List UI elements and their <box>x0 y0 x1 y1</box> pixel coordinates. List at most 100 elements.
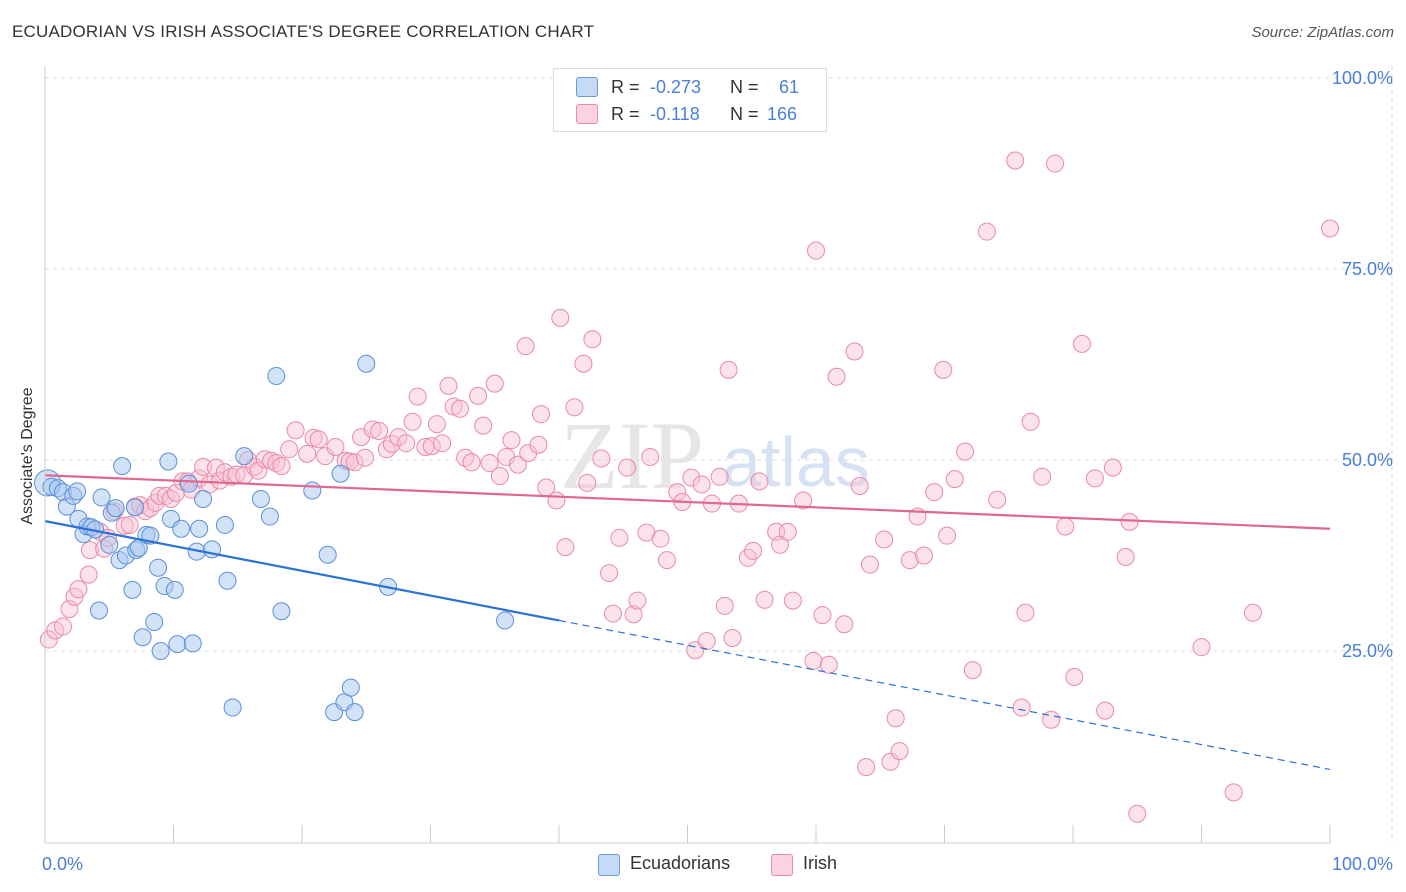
irish-point <box>161 489 180 508</box>
ecuadorian-point <box>190 519 209 538</box>
irish-point <box>1096 701 1115 720</box>
ecuadorian-point <box>341 678 360 697</box>
irish-point <box>422 437 441 456</box>
irish-point <box>755 590 774 609</box>
irish-point <box>934 360 953 379</box>
irish-point <box>977 222 996 241</box>
ecuadorian-point <box>133 628 152 647</box>
ecuadorian-point <box>100 535 119 554</box>
ecuadorian-point <box>215 515 234 534</box>
ecuadorian-point <box>123 580 142 599</box>
irish-point <box>363 420 382 439</box>
ecuadorian-point <box>183 634 202 653</box>
irish-point <box>156 486 175 505</box>
irish-point <box>194 457 213 476</box>
irish-point <box>298 444 317 463</box>
irish-point <box>592 449 611 468</box>
irish-point <box>610 528 629 547</box>
irish-point <box>900 551 919 570</box>
irish-point <box>783 591 802 610</box>
stats-row-ecuadorians: R = -0.273 N = 61 <box>554 74 826 100</box>
ecuadorian-trend-extension <box>558 619 1331 771</box>
ecuadorian-point <box>272 602 291 621</box>
irish-point <box>988 490 1007 509</box>
legend-label-irish: Irish <box>803 853 838 873</box>
ecuadorian-point <box>149 558 168 577</box>
irish-point <box>53 617 72 636</box>
stat-n-label: N = <box>730 76 759 97</box>
trend-lines <box>44 474 1331 771</box>
irish-point <box>1065 667 1084 686</box>
irish-point <box>945 470 964 489</box>
irish-point <box>651 529 670 548</box>
stats-box: R = -0.273 N = 61 R = -0.118 N = 166 <box>553 68 827 132</box>
irish-point <box>938 526 957 545</box>
irish-point <box>556 538 575 557</box>
irish-point <box>255 450 274 469</box>
irish-point <box>807 241 825 260</box>
irish-point <box>377 440 396 459</box>
irish-point <box>408 387 427 406</box>
irish-point <box>692 475 711 494</box>
irish-point <box>845 342 864 361</box>
irish-point <box>914 546 933 565</box>
stat-n-value: 61 <box>779 76 800 97</box>
legend-swatch-irish <box>771 854 793 876</box>
ecuadorian-point <box>151 642 170 660</box>
stat-n-value: 166 <box>767 103 798 124</box>
stat-r-label: R = <box>611 103 640 124</box>
irish-point <box>267 454 286 473</box>
irish-point <box>574 354 593 373</box>
irish-point <box>547 491 566 510</box>
irish-point <box>744 541 763 560</box>
irish-point <box>508 455 527 474</box>
irish-point <box>210 471 229 490</box>
irish-point <box>565 398 584 417</box>
irish-point <box>956 442 975 461</box>
y-tick-label: 25.0% <box>1342 641 1393 661</box>
irish-point <box>1016 603 1035 622</box>
irish-point <box>80 541 99 560</box>
irish-point <box>120 515 139 534</box>
irish-point <box>462 453 481 472</box>
ecuadorian-swatch <box>576 77 598 97</box>
irish-point <box>1006 151 1025 170</box>
irish-point <box>370 421 389 440</box>
irish-point <box>1224 783 1243 802</box>
irish-point <box>490 467 509 486</box>
irish-point <box>603 604 622 623</box>
y-tick-label: 50.0% <box>1342 450 1393 470</box>
ecuadorian-point <box>145 612 164 631</box>
irish-point <box>624 605 643 624</box>
stats-row-irish: R = -0.118 N = 166 <box>554 101 826 127</box>
ecuadorian-point <box>345 703 364 722</box>
irish-point <box>1243 603 1262 622</box>
irish-point <box>925 483 944 502</box>
legend: Ecuadorians Irish <box>0 852 1406 878</box>
irish-point <box>682 468 701 487</box>
ecuadorian-point <box>179 474 198 493</box>
irish-point <box>532 405 551 424</box>
irish-point <box>1012 698 1031 717</box>
irish-point <box>1056 517 1075 536</box>
irish-point <box>719 360 738 379</box>
x-tick-label: 100.0% <box>1332 854 1393 874</box>
irish-point <box>286 421 305 440</box>
stat-r-value: -0.273 <box>650 76 702 97</box>
ecuadorian-point <box>125 498 144 517</box>
irish-point <box>657 551 676 570</box>
irish-point <box>115 516 134 535</box>
legend-label-ecuadorians: Ecuadorians <box>630 853 731 873</box>
irish-point <box>715 596 734 615</box>
irish-point <box>79 565 98 584</box>
irish-point <box>794 491 813 510</box>
ecuadorian-point <box>235 447 254 466</box>
irish-point <box>1103 458 1122 477</box>
irish-point <box>1120 512 1139 531</box>
irish-point <box>433 434 452 453</box>
irish-point <box>813 606 832 625</box>
ecuadorian-point <box>303 481 322 500</box>
irish-point <box>710 467 729 486</box>
irish-point <box>778 522 797 541</box>
ecuadorian-point <box>267 366 286 385</box>
